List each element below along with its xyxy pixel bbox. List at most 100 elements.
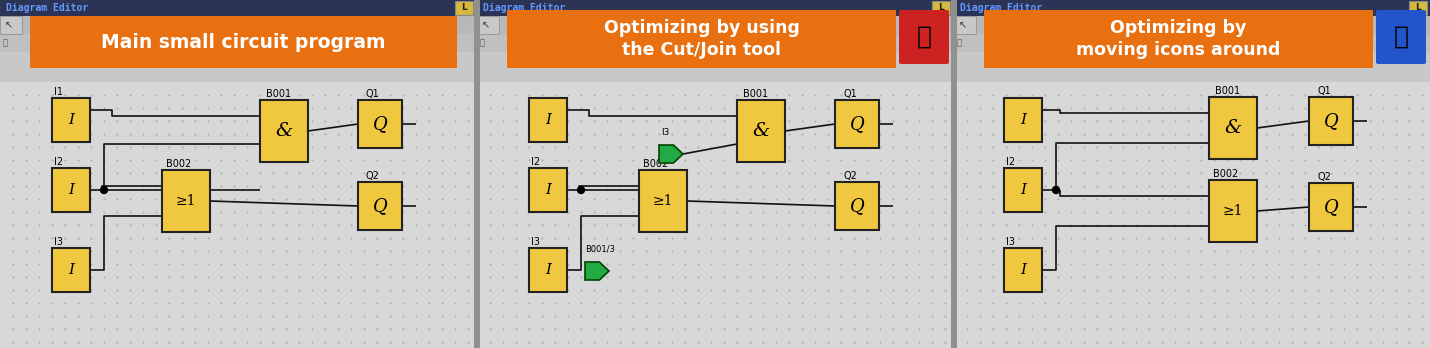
Bar <box>473 0 480 348</box>
Bar <box>478 16 954 34</box>
Bar <box>1308 183 1353 231</box>
Text: ≥1: ≥1 <box>652 194 674 208</box>
Bar <box>529 98 568 142</box>
Bar <box>954 0 1430 16</box>
Bar <box>835 182 879 230</box>
Polygon shape <box>659 145 684 163</box>
FancyBboxPatch shape <box>899 10 950 64</box>
Text: I2: I2 <box>531 157 541 167</box>
Bar <box>1409 1 1427 15</box>
Text: I2: I2 <box>1005 157 1015 167</box>
Text: Q: Q <box>373 115 388 133</box>
Bar <box>1308 97 1353 145</box>
Bar <box>478 16 499 34</box>
Text: L: L <box>1416 3 1421 13</box>
Text: Optimizing by using
the Cut/Join tool: Optimizing by using the Cut/Join tool <box>603 19 799 59</box>
Text: ≥1: ≥1 <box>1223 204 1243 218</box>
Text: I: I <box>69 263 74 277</box>
Text: Q2: Q2 <box>366 171 380 181</box>
Text: L: L <box>938 3 944 13</box>
Text: Optimizing by
moving icons around: Optimizing by moving icons around <box>1077 19 1281 59</box>
Bar <box>162 170 210 232</box>
Bar <box>1208 180 1257 242</box>
Bar <box>51 98 90 142</box>
Circle shape <box>100 187 107 193</box>
Bar <box>0 16 478 34</box>
Bar <box>0 34 478 52</box>
Text: Q: Q <box>849 115 864 133</box>
Text: I: I <box>1020 263 1025 277</box>
Polygon shape <box>585 262 609 280</box>
Bar <box>529 168 568 212</box>
Bar <box>51 248 90 292</box>
Text: &: & <box>276 122 293 140</box>
Text: B002: B002 <box>166 159 192 169</box>
Text: Q: Q <box>849 197 864 215</box>
Text: I3: I3 <box>54 237 63 247</box>
Text: B001: B001 <box>266 89 292 99</box>
Text: &: & <box>752 122 769 140</box>
Text: I3: I3 <box>531 237 541 247</box>
Text: I: I <box>69 113 74 127</box>
Bar <box>0 82 478 348</box>
Text: Q: Q <box>1324 112 1338 130</box>
Bar <box>1004 168 1042 212</box>
Bar <box>529 248 568 292</box>
Text: ↖: ↖ <box>482 20 490 30</box>
Bar <box>0 0 478 16</box>
Text: ꩜: ꩜ <box>480 39 485 47</box>
Text: ↖: ↖ <box>960 20 967 30</box>
Bar <box>736 100 785 162</box>
Text: I3: I3 <box>661 128 669 137</box>
Text: Q: Q <box>373 197 388 215</box>
Bar <box>358 100 402 148</box>
Bar <box>260 100 307 162</box>
Text: ↖: ↖ <box>4 20 13 30</box>
Bar <box>478 0 954 16</box>
Text: B002: B002 <box>1213 169 1238 179</box>
Text: I: I <box>1020 183 1025 197</box>
Text: B001/3: B001/3 <box>585 245 615 254</box>
Bar <box>1004 248 1042 292</box>
Circle shape <box>578 187 585 193</box>
Bar <box>954 16 1430 34</box>
Text: ꩜: ꩜ <box>3 39 9 47</box>
Text: B001: B001 <box>744 89 768 99</box>
Text: I: I <box>545 113 551 127</box>
Text: B002: B002 <box>644 159 668 169</box>
Text: Q2: Q2 <box>1317 172 1331 182</box>
Text: Diagram Editor: Diagram Editor <box>6 3 89 13</box>
Bar <box>478 82 954 348</box>
Bar <box>951 0 957 348</box>
Bar <box>954 34 1430 52</box>
Text: Q: Q <box>1324 198 1338 216</box>
Text: Q1: Q1 <box>844 89 857 99</box>
Bar <box>932 1 950 15</box>
Bar <box>478 34 954 52</box>
Text: B001: B001 <box>1216 86 1240 96</box>
Bar <box>1004 98 1042 142</box>
Bar <box>1208 97 1257 159</box>
Text: Q2: Q2 <box>844 171 857 181</box>
Text: I2: I2 <box>54 157 63 167</box>
Bar <box>0 16 21 34</box>
Bar <box>0 0 478 348</box>
Text: ≥1: ≥1 <box>176 194 196 208</box>
Bar <box>455 1 473 15</box>
Text: 👍: 👍 <box>1393 25 1409 49</box>
Bar <box>478 0 954 348</box>
Text: I1: I1 <box>54 87 63 97</box>
Text: Diagram Editor: Diagram Editor <box>483 3 565 13</box>
Bar <box>954 16 977 34</box>
Bar <box>835 100 879 148</box>
Bar <box>51 168 90 212</box>
Text: L: L <box>460 3 466 13</box>
Text: Main small circuit program: Main small circuit program <box>102 32 386 52</box>
Bar <box>954 0 1430 348</box>
Text: I: I <box>545 263 551 277</box>
Bar <box>954 82 1430 348</box>
FancyBboxPatch shape <box>1376 10 1426 64</box>
Text: Q1: Q1 <box>366 89 380 99</box>
Text: ꩜: ꩜ <box>957 39 962 47</box>
Circle shape <box>1052 187 1060 193</box>
